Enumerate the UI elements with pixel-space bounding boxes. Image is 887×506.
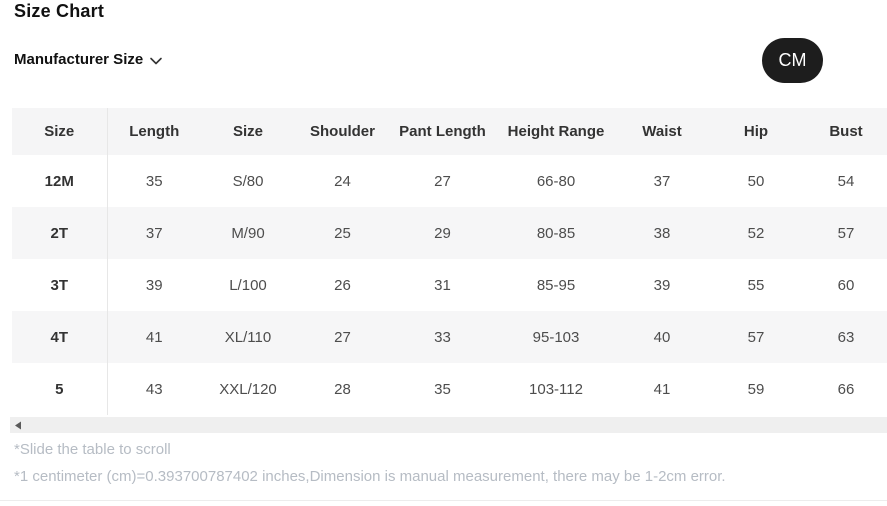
table-cell: 37 bbox=[653, 172, 671, 190]
table-cell: XL/110 bbox=[224, 328, 272, 346]
table-row: 3T 39 L/100 26 31 85-95 39 55 60 bbox=[12, 259, 887, 311]
table-cell: 29 bbox=[434, 224, 451, 242]
table-cell: 28 bbox=[334, 380, 351, 398]
measurement-note: *1 centimeter (cm)=0.393700787402 inches… bbox=[14, 468, 726, 485]
column-header: Size bbox=[232, 123, 263, 140]
table-cell: 43 bbox=[145, 380, 163, 398]
table-cell: 35 bbox=[434, 380, 451, 398]
table-cell: 57 bbox=[747, 328, 765, 346]
table-cell: 66-80 bbox=[536, 172, 576, 190]
table-cell: 55 bbox=[747, 276, 765, 294]
bottom-divider bbox=[0, 500, 887, 501]
table-cell: 60 bbox=[837, 276, 855, 294]
table-row: 2T 37 M/90 25 29 80-85 38 52 57 bbox=[12, 207, 887, 259]
table-cell: 57 bbox=[837, 224, 855, 242]
page-title: Size Chart bbox=[14, 1, 105, 21]
table-cell: 37 bbox=[145, 224, 163, 242]
column-header: Shoulder bbox=[309, 123, 375, 140]
table-cell: 39 bbox=[145, 276, 163, 294]
table-cell: 52 bbox=[747, 224, 765, 242]
table-cell: 66 bbox=[837, 380, 855, 398]
table-cell: 24 bbox=[334, 172, 351, 190]
manufacturer-size-label: Manufacturer Size bbox=[14, 51, 144, 68]
table-cell: XXL/120 bbox=[219, 380, 277, 398]
table-cell: 95-103 bbox=[532, 328, 580, 346]
size-label-cell: 5 bbox=[12, 363, 108, 415]
chevron-down-icon bbox=[150, 57, 163, 64]
table-cell: 35 bbox=[145, 172, 163, 190]
size-label-cell: 3T bbox=[12, 259, 108, 311]
column-header: Size bbox=[12, 108, 108, 155]
table-cell: 50 bbox=[747, 172, 765, 190]
horizontal-scrollbar[interactable] bbox=[10, 417, 887, 433]
table-cell: 85-95 bbox=[536, 276, 576, 294]
table-cell: 80-85 bbox=[536, 224, 576, 242]
table-cell: 33 bbox=[434, 328, 451, 346]
table-cell: L/100 bbox=[229, 276, 267, 294]
column-header: Hip bbox=[743, 123, 769, 140]
column-header: Pant Length bbox=[399, 123, 486, 140]
table-cell: 41 bbox=[145, 328, 163, 346]
scrollbar-left-arrow-icon[interactable] bbox=[14, 421, 22, 430]
table-cell: 41 bbox=[653, 380, 671, 398]
table-cell: 39 bbox=[653, 276, 671, 294]
table-cell: 54 bbox=[837, 172, 855, 190]
table-row: 4T 41 XL/110 27 33 95-103 40 57 63 bbox=[12, 311, 887, 363]
size-chart-table: Size Length Size Shoulder Pant Length He… bbox=[12, 108, 887, 415]
column-header: Height Range bbox=[507, 123, 605, 140]
size-label-cell: 2T bbox=[12, 207, 108, 259]
table-cell: M/90 bbox=[231, 224, 265, 242]
scroll-hint-note: *Slide the table to scroll bbox=[14, 441, 171, 458]
table-row: 12M 35 S/80 24 27 66-80 37 50 54 bbox=[12, 155, 887, 207]
column-header: Waist bbox=[642, 123, 682, 140]
table-cell: 63 bbox=[837, 328, 855, 346]
table-row: 5 43 XXL/120 28 35 103-112 41 59 66 bbox=[12, 363, 887, 415]
column-header: Length bbox=[129, 123, 180, 140]
table-cell: 59 bbox=[747, 380, 765, 398]
table-header-row: Size Length Size Shoulder Pant Length He… bbox=[12, 108, 887, 155]
size-label-cell: 12M bbox=[12, 155, 108, 207]
table-cell: 40 bbox=[653, 328, 671, 346]
table-cell: 26 bbox=[334, 276, 351, 294]
table-cell: 31 bbox=[434, 276, 451, 294]
unit-toggle-button[interactable]: CM bbox=[762, 38, 823, 83]
manufacturer-size-dropdown[interactable]: Manufacturer Size bbox=[14, 51, 163, 68]
table-cell: 27 bbox=[334, 328, 351, 346]
table-cell: 103-112 bbox=[529, 380, 583, 398]
column-header: Bust bbox=[829, 123, 863, 140]
table-cell: 25 bbox=[334, 224, 351, 242]
table-cell: S/80 bbox=[232, 172, 264, 190]
table-cell: 27 bbox=[434, 172, 451, 190]
size-label-cell: 4T bbox=[12, 311, 108, 363]
table-cell: 38 bbox=[653, 224, 671, 242]
